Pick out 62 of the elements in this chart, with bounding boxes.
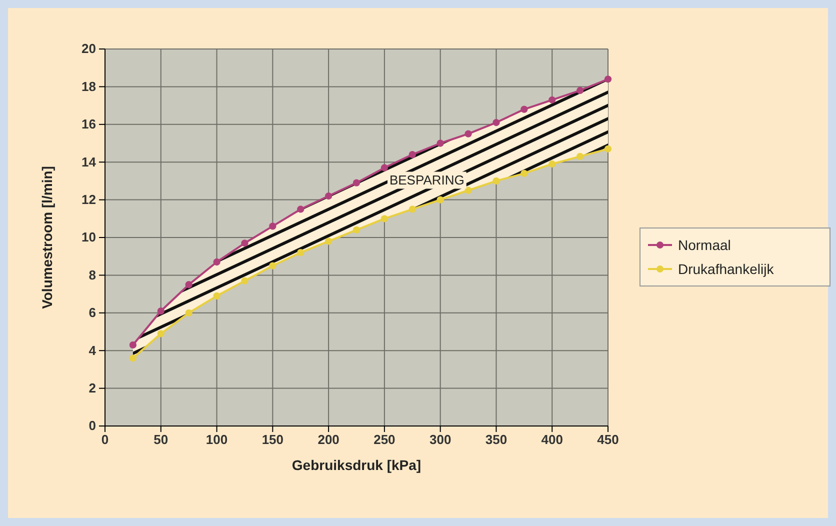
point: [324, 192, 332, 200]
point: [492, 118, 500, 126]
point: [352, 226, 360, 234]
point: [269, 222, 276, 230]
x-tick-label: 100: [206, 432, 228, 448]
x-tick-label: 0: [101, 432, 109, 448]
point: [297, 249, 304, 256]
point: [380, 164, 388, 172]
y-tick-label: 12: [82, 192, 96, 207]
x-axis-title: Gebruiksdruk [kPa]: [292, 457, 422, 473]
point: [408, 206, 416, 213]
point: [185, 281, 192, 288]
y-tick-label: 14: [82, 154, 97, 170]
annotation: BESPARING: [389, 172, 464, 188]
point: [548, 96, 556, 104]
point: [241, 240, 248, 247]
y-tick-label: 18: [82, 78, 96, 94]
point: [548, 160, 556, 168]
legend-label: Normaal: [678, 237, 731, 253]
x-tick-label: 200: [318, 432, 340, 448]
point: [213, 292, 220, 300]
y-tick-label: 0: [88, 418, 96, 434]
point: [324, 238, 332, 245]
point: [604, 76, 612, 83]
legend-label: Drukafhankelijk: [678, 261, 775, 277]
y-axis-title: Volumestroom [l/min]: [39, 166, 55, 309]
point: [436, 196, 444, 204]
y-tick-label: 10: [82, 230, 96, 245]
point: [464, 130, 472, 138]
y-tick-label: 6: [88, 305, 96, 320]
point: [520, 170, 528, 177]
point: [352, 179, 360, 186]
point: [380, 215, 388, 222]
point: [408, 151, 416, 158]
point: [576, 152, 584, 160]
point: [185, 309, 192, 316]
x-tick-label: 350: [485, 432, 508, 448]
point: [492, 177, 500, 185]
point: [157, 307, 164, 315]
point: [436, 140, 444, 147]
point: [269, 262, 276, 270]
point: [129, 341, 137, 349]
point: [297, 206, 304, 213]
y-tick-label: 4: [88, 342, 97, 358]
point: [464, 186, 472, 194]
x-tick-label: 400: [541, 432, 563, 448]
y-tick-label: 8: [88, 267, 96, 282]
point: [241, 277, 248, 284]
point: [604, 145, 612, 152]
y-tick-label: 20: [82, 41, 96, 56]
x-tick-label: 50: [154, 432, 168, 448]
point: [129, 354, 137, 362]
point: [520, 106, 528, 113]
x-tick-label: 250: [374, 432, 396, 448]
y-tick-label: 2: [88, 380, 96, 396]
point: [157, 330, 164, 338]
y-tick-label: 16: [82, 116, 96, 132]
x-tick-label: 300: [429, 432, 452, 448]
x-tick-label: 150: [262, 432, 284, 448]
x-tick-label: 450: [597, 432, 619, 448]
point: [576, 86, 584, 94]
point: [213, 258, 220, 266]
